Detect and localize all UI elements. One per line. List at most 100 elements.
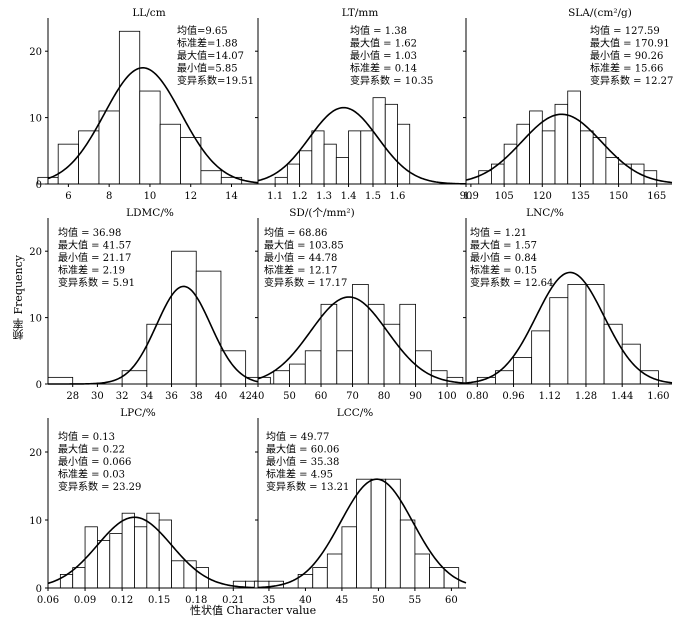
x-tick-label: 90 [460,191,473,202]
histogram-bar [335,157,349,185]
histogram-bar [503,143,518,185]
normal-curve [47,516,259,589]
stats-line: 标准差 = 4.95 [266,468,333,481]
x-tick-label: 120 [533,191,552,202]
histogram-bar [139,90,161,185]
stats-line: 最小值 = 0.84 [470,251,537,264]
x-tick-label: 1.5 [365,191,381,202]
histogram-bar [567,283,587,385]
x-tick-label: 0.18 [185,595,207,606]
histogram-bar [47,376,74,385]
y-tick-label: 10 [29,114,42,125]
histogram-bar [384,103,398,185]
histogram-bar [304,350,322,385]
stats-line: 变异系数 = 12.27 [590,74,673,87]
x-tick-label: 90 [409,391,422,402]
x-tick-label: 1.4 [341,191,357,202]
stats-line: 变异系数 = 12.64 [470,276,553,289]
x-tick-label: 0.21 [222,595,244,606]
x-tick-label: 55 [409,595,422,606]
histogram-bar [429,567,445,589]
normal-curve [257,296,467,384]
panel-title: LT/mm [342,7,379,19]
x-tick-label: 1.9 [463,191,479,202]
x-tick-label: 36 [165,391,178,402]
histogram-bar [605,157,619,185]
y-tick-label: 10 [29,516,42,527]
x-tick-label: 0.09 [74,595,96,606]
normal-curve [47,66,259,184]
normal-curve [257,478,467,589]
stats-line: 最小值 = 90.26 [590,49,663,62]
histogram-bar [430,370,448,385]
x-tick-label: 50 [283,391,296,402]
x-tick-label: 1.2 [292,191,308,202]
x-tick-label: 1.12 [539,391,561,402]
x-tick-label: 0.80 [466,391,488,402]
x-tick-label: 10 [144,191,157,202]
histogram-bar [72,567,86,589]
x-tick-label: 1.3 [316,191,332,202]
stats-line: 均值 = 1.21 [470,226,527,239]
stats-line: 均值 = 49.77 [266,430,329,443]
stats-line: 均值 = 0.13 [58,430,115,443]
panel-title: LL/cm [132,7,165,19]
stats-line: 最小值 = 0.066 [58,455,131,468]
histogram-bar [326,553,343,589]
histogram-bar [312,567,328,589]
histogram-bar [399,303,416,385]
x-tick-label: 1.44 [611,391,633,402]
x-tick-label: 38 [190,391,203,402]
stats-line: 标准差 = 2.19 [58,264,125,277]
stats-line: 均值=9.65 [177,24,228,37]
histogram-bar [134,526,148,589]
histogram-bar [118,30,141,185]
histogram-bar [274,176,288,185]
stats-line: 最大值 = 1.57 [470,239,537,252]
stats-line: 标准差=1.88 [177,37,238,50]
x-tick-label: 1.28 [575,391,597,402]
stats-line: 最大值 = 103.85 [264,239,344,252]
x-tick-label: 14 [225,191,238,202]
histogram-bar [289,363,306,385]
panel-title: LPC/% [120,407,156,419]
histogram-bar [529,110,543,185]
histogram-bar [383,323,401,385]
y-tick-label: 10 [29,314,42,325]
x-tick-label: 165 [647,191,666,202]
x-tick-label: 12 [184,191,197,202]
histogram-bar [286,163,301,185]
panel-title: LNC/% [526,207,564,219]
x-axis-label: 性状值 Character value [190,604,317,617]
histogram-bar [336,350,353,385]
histogram-bar [323,143,337,185]
y-tick-label: 0 [36,180,42,191]
stats-line: 标准差 = 12.17 [264,264,337,277]
histogram-bar [621,343,641,385]
x-tick-label: 28 [66,391,79,402]
histogram-bar [146,512,160,589]
histogram-bar [370,478,387,589]
y-tick-label: 0 [36,584,42,595]
stats-line: 最小值 = 44.78 [264,251,337,264]
stats-line: 均值 = 1.38 [350,24,407,37]
histogram-bar [397,123,411,185]
y-tick-label: 20 [29,448,42,459]
stats-line: 标准差 = 0.14 [350,62,417,75]
histogram-bar [180,137,202,185]
histogram-bar [59,574,74,589]
histogram-bar [121,370,148,385]
stats-line: 变异系数 = 5.91 [58,276,135,289]
panel-title: LDMC/% [126,207,174,219]
x-tick-label: 70 [346,391,359,402]
x-tick-label: 0.12 [111,595,133,606]
stats-line: 最小值=5.85 [177,62,238,75]
histogram-bar [549,297,569,385]
x-tick-label: 6 [65,191,71,202]
histogram-bar [360,130,374,185]
histogram-bar [97,540,111,589]
panel-title: LCC/% [337,407,374,419]
histogram-bar [171,250,197,385]
histogram-bar [220,350,247,385]
stats-line: 最大值 = 60.06 [266,443,339,456]
